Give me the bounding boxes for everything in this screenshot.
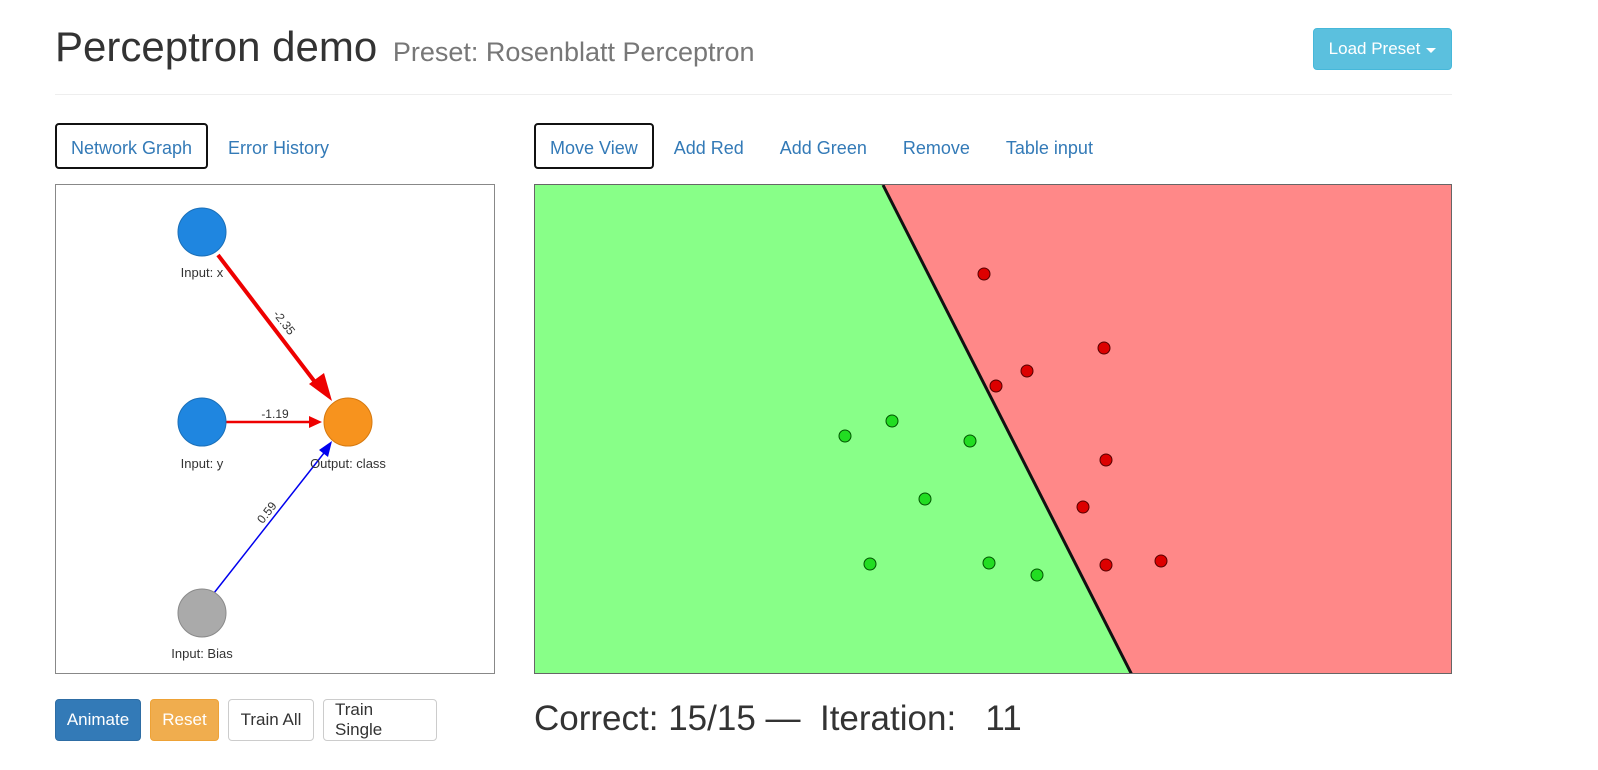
reset-button[interactable]: Reset	[150, 699, 219, 741]
title-text: Perceptron demo	[55, 23, 378, 70]
load-preset-label: Load Preset	[1328, 39, 1421, 58]
red-point[interactable]	[1154, 554, 1168, 568]
edge-bias-to-output	[213, 452, 325, 594]
tab-add-green[interactable]: Add Green	[779, 138, 867, 158]
tab-error-history[interactable]: Error History	[228, 138, 330, 158]
classification-plot[interactable]	[534, 184, 1452, 674]
iteration-value: 11	[985, 699, 1022, 738]
left-view-tabs: Network Graph Error History	[55, 123, 349, 169]
input-bias-node[interactable]	[177, 588, 227, 638]
red-point[interactable]	[1020, 364, 1034, 378]
network-graph-svg: -2.35 -1.19 0.59 Input: x Input: y Input…	[171, 207, 386, 661]
training-status: Correct: 15/15 — Iteration: 11	[534, 697, 1022, 741]
iteration-label: Iteration:	[819, 699, 957, 738]
weight-label-bias: 0.59	[254, 499, 280, 526]
classification-plot-svg[interactable]	[535, 185, 1452, 674]
status-separator: —	[765, 699, 801, 738]
tab-add-red[interactable]: Add Red	[673, 138, 744, 158]
red-point[interactable]	[1076, 500, 1090, 514]
tab-remove[interactable]: Remove	[902, 138, 970, 158]
weight-label-x: -2.35	[270, 307, 298, 337]
edge-x-arrowhead	[309, 373, 332, 401]
tab-move-view[interactable]: Move View	[534, 123, 654, 169]
red-point[interactable]	[1097, 341, 1111, 355]
green-point[interactable]	[838, 429, 852, 443]
tab-network-graph[interactable]: Network Graph	[55, 123, 209, 169]
edge-x-to-output	[216, 253, 320, 388]
tab-table-input[interactable]: Table input	[1005, 138, 1093, 158]
preset-subtitle: Preset: Rosenblatt Perceptron	[392, 37, 755, 67]
correct-value: 15/15	[668, 699, 756, 738]
green-point[interactable]	[863, 557, 877, 571]
edge-bias-arrowhead	[319, 441, 332, 457]
output-node[interactable]	[323, 397, 373, 447]
load-preset-button[interactable]: Load Preset	[1313, 28, 1452, 70]
green-point[interactable]	[1030, 568, 1044, 582]
green-point[interactable]	[885, 414, 899, 428]
train-all-button[interactable]: Train All	[228, 699, 314, 741]
green-point[interactable]	[918, 492, 932, 506]
caret-down-icon	[1426, 47, 1437, 53]
decision-boundary	[881, 185, 1133, 673]
weight-label-y: -1.19	[261, 407, 289, 421]
network-graph-panel: -2.35 -1.19 0.59 Input: x Input: y Input…	[55, 184, 495, 674]
train-single-button[interactable]: Train Single	[323, 699, 437, 741]
input-y-label: Input: y	[181, 456, 224, 471]
green-point[interactable]	[982, 556, 996, 570]
red-point[interactable]	[1099, 453, 1113, 467]
input-y-node[interactable]	[177, 397, 227, 447]
edge-y-arrowhead	[309, 416, 322, 428]
training-controls: Animate Reset Train All Train Single	[55, 699, 437, 741]
input-bias-label: Input: Bias	[171, 646, 233, 661]
plot-mode-tabs: Move View Add Red Add Green Remove Table…	[534, 123, 1113, 169]
correct-label: Correct:	[534, 699, 659, 738]
green-point[interactable]	[963, 434, 977, 448]
green-region	[535, 185, 1131, 673]
page-header: Perceptron demo Preset: Rosenblatt Perce…	[55, 22, 1452, 95]
input-x-label: Input: x	[181, 265, 224, 280]
output-label: Output: class	[310, 456, 386, 471]
red-point[interactable]	[977, 267, 991, 281]
input-x-node[interactable]	[177, 207, 227, 257]
red-point[interactable]	[1099, 558, 1113, 572]
animate-button[interactable]: Animate	[55, 699, 141, 741]
red-point[interactable]	[989, 379, 1003, 393]
page-title: Perceptron demo Preset: Rosenblatt Perce…	[55, 22, 755, 77]
